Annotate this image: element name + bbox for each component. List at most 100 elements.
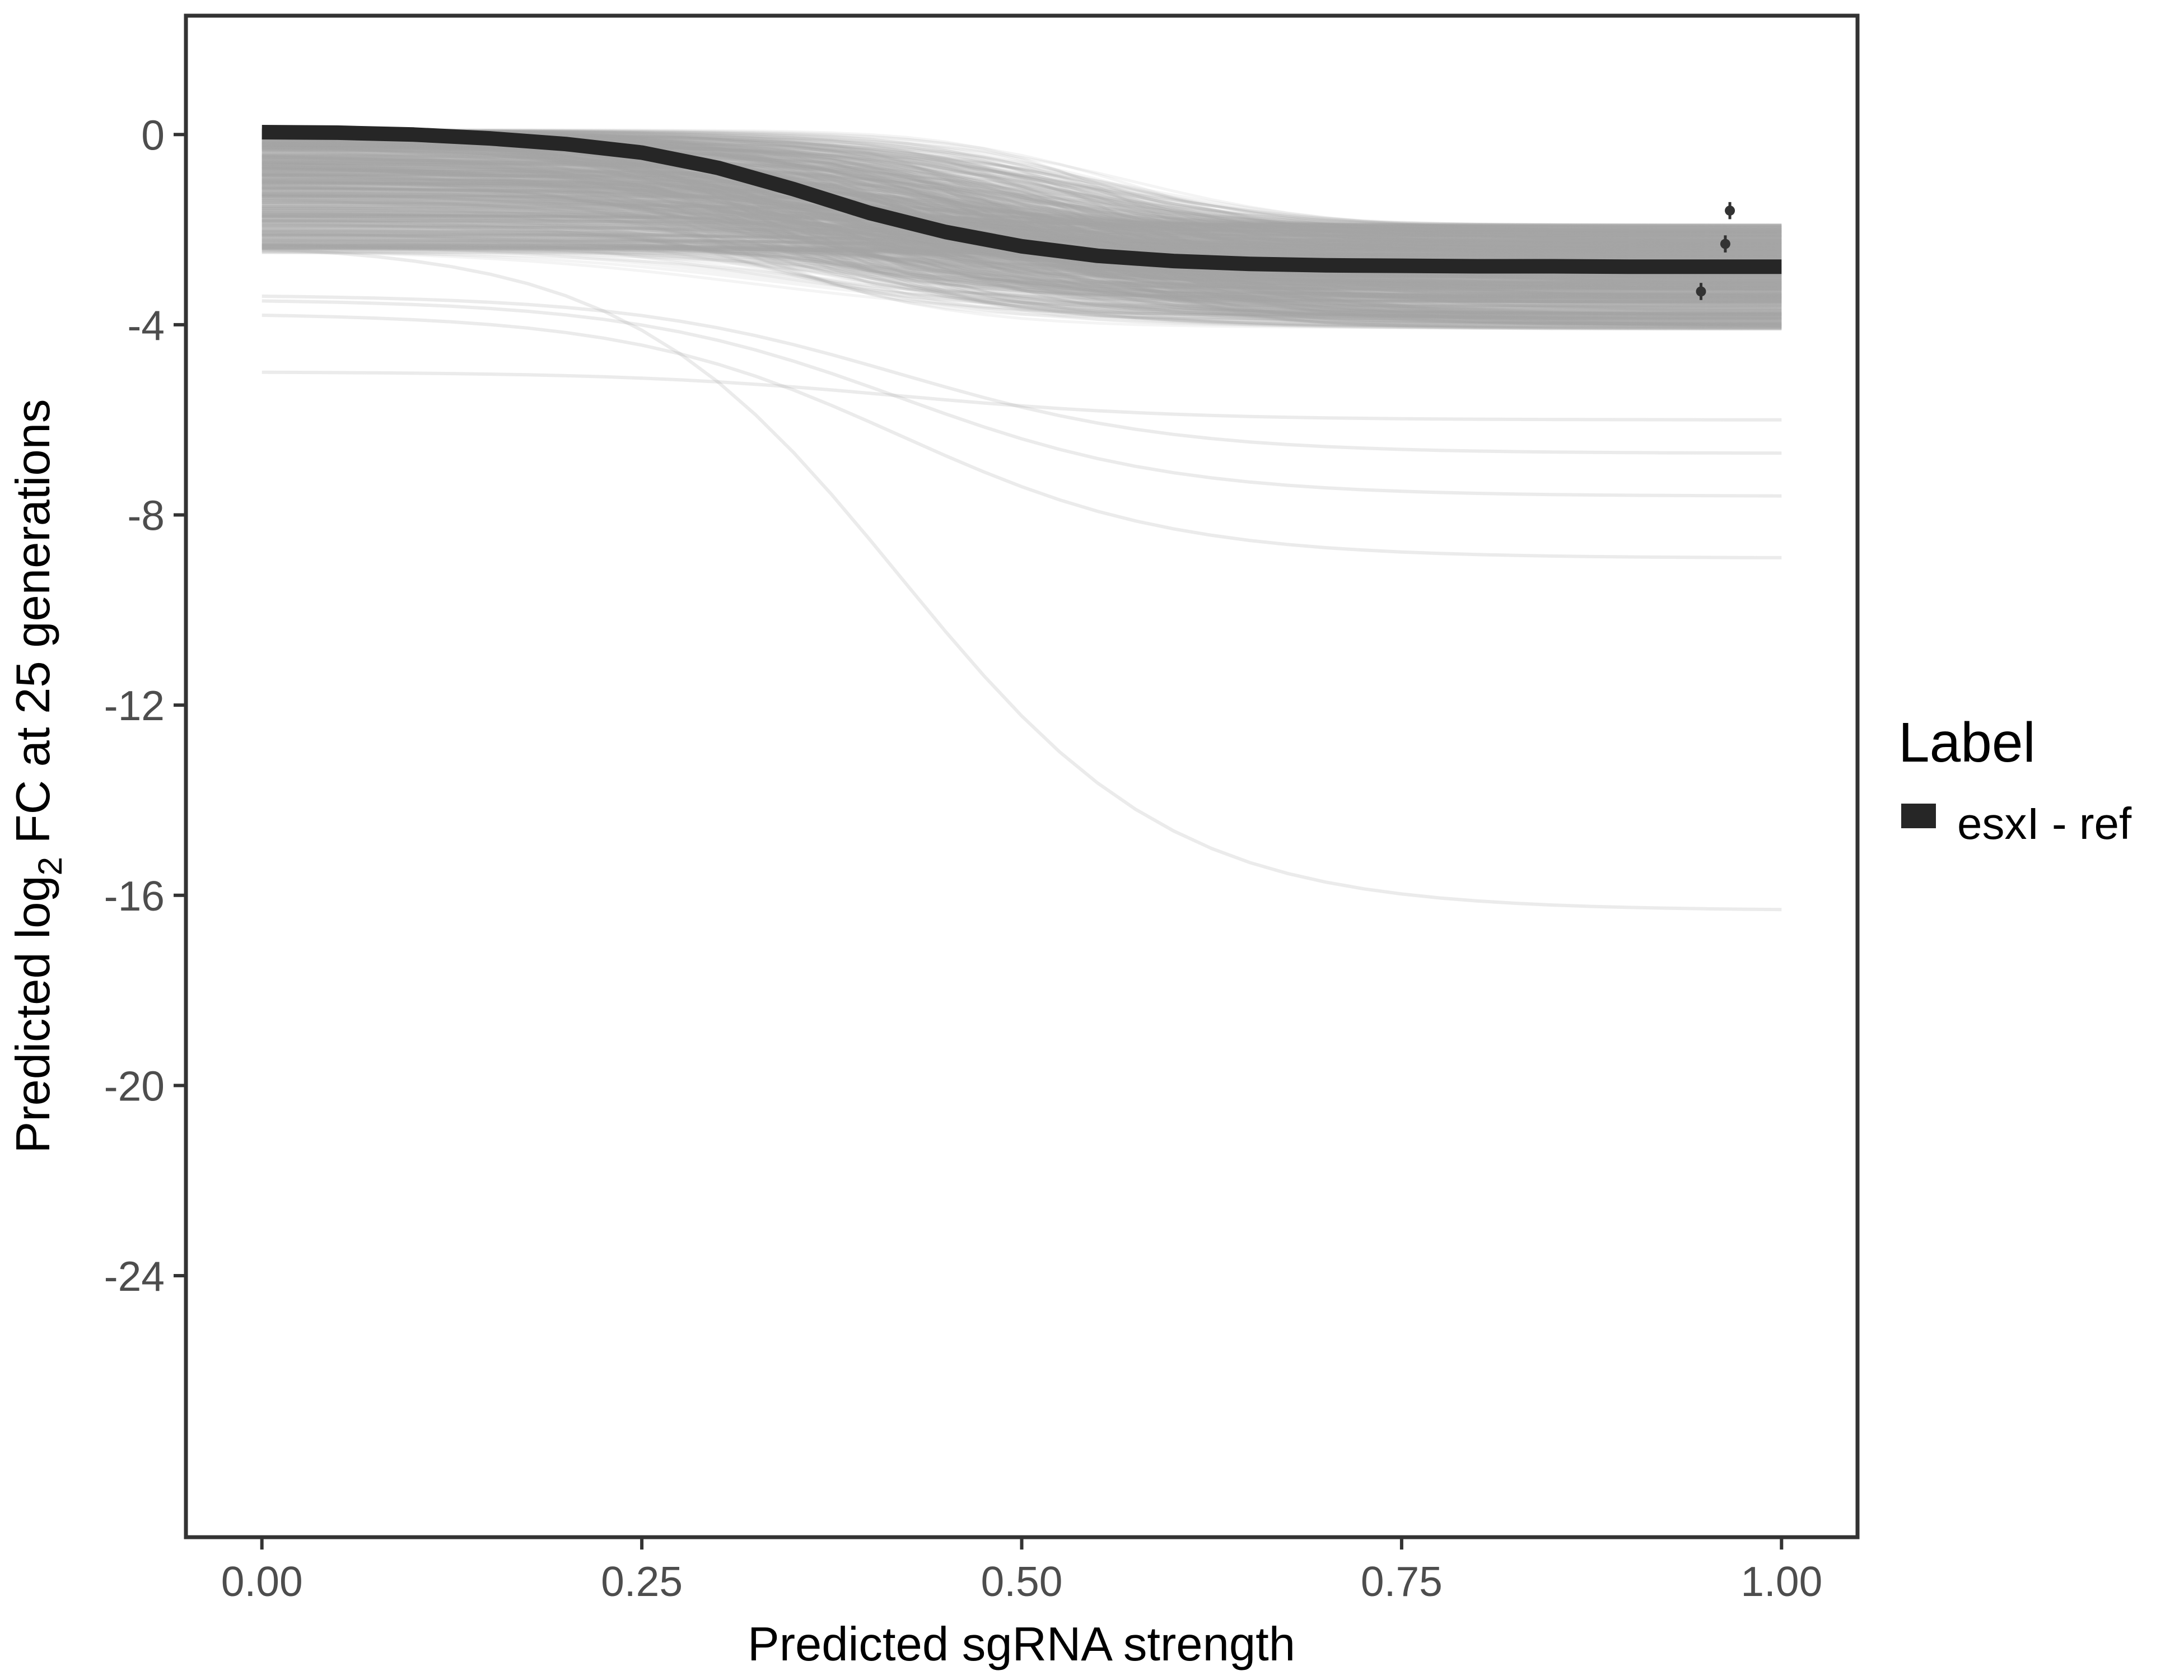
posterior-draw-line (262, 145, 1782, 296)
x-tick-label: 0.00 (221, 1558, 303, 1605)
posterior-draw-line (262, 142, 1782, 241)
y-tick-label: -4 (127, 302, 165, 349)
posterior-draw-line (262, 189, 1782, 238)
posterior-draw-line (262, 182, 1782, 330)
posterior-draw-line (262, 172, 1782, 303)
posterior-draw-line (262, 130, 1782, 245)
posterior-draw-line (262, 138, 1782, 276)
posterior-draw-line (262, 169, 1782, 243)
posterior-draw-line (262, 212, 1782, 326)
posterior-draw-line (262, 152, 1782, 234)
posterior-draw-line (262, 205, 1782, 282)
posterior-draw-line (262, 200, 1782, 290)
posterior-draw-line (262, 159, 1782, 278)
posterior-draw-line (262, 230, 1782, 324)
posterior-draw-line (262, 158, 1782, 278)
posterior-draw-line (262, 128, 1782, 326)
posterior-draw-line (262, 156, 1782, 235)
posterior-draw-line (262, 128, 1782, 232)
posterior-draw-line (262, 246, 1782, 286)
posterior-draw-line (262, 136, 1782, 328)
posterior-draw-line (262, 221, 1782, 311)
posterior-draw-line (262, 162, 1782, 284)
posterior-draw-line (262, 217, 1782, 242)
posterior-draw-line (262, 164, 1782, 281)
posterior-draw-line (262, 235, 1782, 297)
posterior-draw-line (262, 195, 1782, 315)
posterior-draw-line (262, 207, 1782, 288)
posterior-draw-line (262, 218, 1782, 276)
posterior-draw-line (262, 147, 1782, 236)
posterior-draw-line (262, 176, 1782, 328)
posterior-draw-line (262, 241, 1782, 295)
posterior-draw-line (262, 165, 1782, 299)
posterior-draw-line (262, 189, 1782, 303)
posterior-draw-line (262, 197, 1782, 317)
posterior-draw-line (262, 142, 1782, 230)
posterior-draw-line (262, 188, 1782, 230)
posterior-draw-line (262, 149, 1782, 301)
posterior-draw-line (262, 144, 1782, 323)
posterior-draw-line (262, 167, 1782, 280)
posterior-draw-line (262, 239, 1782, 290)
posterior-draw-line (262, 175, 1782, 303)
posterior-draw-line (262, 156, 1782, 233)
posterior-draw-line (262, 148, 1782, 323)
posterior-draw-line (262, 139, 1782, 278)
posterior-draw-line (262, 154, 1782, 283)
y-axis-title: Predicted log2 FC at 25 generations (7, 399, 69, 1154)
posterior-draw-line (262, 231, 1782, 291)
posterior-draw-line (262, 142, 1782, 237)
posterior-draw-line (262, 188, 1782, 283)
posterior-draw-line (262, 197, 1782, 226)
posterior-draw-line (262, 232, 1782, 321)
posterior-draw-line (262, 146, 1782, 306)
posterior-draw-line (262, 170, 1782, 310)
posterior-draw-line (262, 249, 1782, 284)
posterior-draw-line (262, 184, 1782, 309)
posterior-draw-line (262, 128, 1782, 248)
posterior-draw-line (262, 162, 1782, 288)
posterior-draw-line (262, 162, 1782, 318)
posterior-draw-line (262, 134, 1782, 316)
posterior-draw-line (262, 139, 1782, 285)
posterior-draw-line (262, 179, 1782, 300)
posterior-draw-line (262, 211, 1782, 279)
posterior-draw-line (262, 156, 1782, 311)
y-axis-title-prefix: Predicted log (7, 875, 60, 1153)
posterior-draw-line (262, 153, 1782, 316)
posterior-draw-line (262, 167, 1782, 283)
posterior-draw-line (262, 183, 1782, 259)
posterior-draw-line (262, 216, 1782, 308)
posterior-draw-line (262, 228, 1782, 241)
posterior-draw-line (262, 181, 1782, 242)
posterior-draw-line (262, 179, 1782, 288)
posterior-draw-line (262, 129, 1782, 243)
posterior-draw-line (262, 171, 1782, 326)
posterior-draw-line (262, 150, 1782, 227)
posterior-draw-line (262, 141, 1782, 321)
posterior-draw-line (262, 199, 1782, 291)
posterior-draw-line (262, 183, 1782, 241)
posterior-draw-line (262, 185, 1782, 241)
posterior-draw-line (262, 173, 1782, 242)
main-series-line (262, 125, 1782, 274)
posterior-draw-line (262, 209, 1782, 304)
posterior-draw-line (262, 144, 1782, 278)
posterior-draw-line (262, 129, 1782, 257)
posterior-draw-line (262, 195, 1782, 324)
posterior-draw-line (262, 152, 1782, 284)
x-axis: 0.00 0.25 0.50 0.75 1.00 (221, 1539, 1822, 1605)
posterior-draw-line (262, 147, 1782, 284)
posterior-draw-line (262, 184, 1782, 297)
posterior-draw-line (262, 198, 1782, 291)
posterior-draw-line (262, 160, 1782, 307)
posterior-draw-line (262, 130, 1782, 248)
posterior-draw-line (262, 228, 1782, 258)
posterior-draw-line (262, 183, 1782, 308)
posterior-draw-line (262, 198, 1782, 300)
posterior-draw-line (262, 169, 1782, 302)
posterior-draw-line (262, 216, 1782, 229)
posterior-draw-line (262, 183, 1782, 288)
posterior-draw-line (262, 128, 1782, 304)
